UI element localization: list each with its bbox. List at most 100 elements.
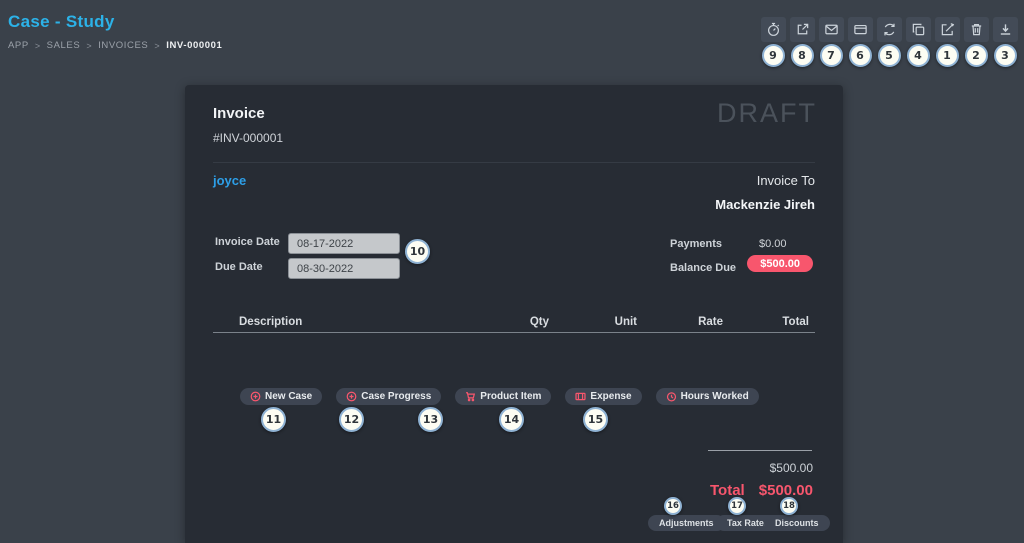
discounts-button[interactable]: Discounts xyxy=(764,515,830,531)
toolbar-button-wrap: 9 xyxy=(760,17,786,67)
expense-label: Expense xyxy=(590,391,632,402)
annotation-circle: 18 xyxy=(780,497,798,515)
toolbar-button-wrap: 5 xyxy=(876,17,902,67)
toolbar-button-wrap: 6 xyxy=(847,17,873,67)
balance-due-badge: $500.00 xyxy=(747,255,813,272)
annotation-circle: 1 xyxy=(935,44,959,67)
annotation-circle: 7 xyxy=(819,44,843,67)
breadcrumb-item-current: INV-000001 xyxy=(166,40,223,51)
invoice-number: #INV-000001 xyxy=(213,131,284,145)
case-progress-button[interactable]: Case Progress xyxy=(336,388,442,405)
expense-icon xyxy=(575,392,587,401)
copy-icon xyxy=(912,23,924,36)
refresh-button[interactable] xyxy=(876,17,902,42)
annotation-circle: 6 xyxy=(848,44,872,67)
status-badge: DRAFT xyxy=(717,98,817,128)
new-case-button[interactable]: New Case xyxy=(240,388,323,405)
annotation-circle: 2 xyxy=(964,44,988,67)
copy-button[interactable] xyxy=(905,17,931,42)
new-case-label: New Case xyxy=(265,391,313,402)
annotation-circle: 3 xyxy=(993,44,1017,67)
annotation-circle: 14 xyxy=(499,407,524,432)
totals-divider xyxy=(708,450,812,451)
annotation-circle: 4 xyxy=(906,44,930,67)
payment-button[interactable] xyxy=(847,17,873,42)
stopwatch-icon xyxy=(767,22,779,36)
share-button[interactable] xyxy=(789,17,815,42)
payments-value: $0.00 xyxy=(759,238,787,250)
annotation-circle: 9 xyxy=(761,44,785,67)
cart-icon xyxy=(466,392,476,402)
annotation-circle: 16 xyxy=(664,497,682,515)
download-button[interactable] xyxy=(992,17,1018,42)
case-progress-label: Case Progress xyxy=(361,391,432,402)
invoice-to-name: Mackenzie Jireh xyxy=(715,197,815,212)
subtotal-value: $500.00 xyxy=(769,461,813,475)
breadcrumb-separator: > xyxy=(34,40,41,51)
breadcrumb-separator: > xyxy=(86,40,93,51)
product-item-button[interactable]: Product Item xyxy=(455,388,552,405)
annotation-circle: 12 xyxy=(339,407,364,432)
annotation-circle: 17 xyxy=(728,497,746,515)
page-title: Case - Study xyxy=(8,12,115,31)
toolbar-button-wrap: 8 xyxy=(789,17,815,67)
invoice-card: Invoice #INV-000001 DRAFT joyce Invoice … xyxy=(185,85,843,543)
customer-link[interactable]: joyce xyxy=(213,173,247,188)
annotation-circle: 10 xyxy=(405,239,430,264)
share-icon xyxy=(797,23,808,35)
mail-icon xyxy=(824,24,838,35)
refresh-icon xyxy=(883,23,895,36)
balance-due-label: Balance Due xyxy=(670,262,737,274)
credit-card-icon xyxy=(853,24,867,35)
invoice-to-label: Invoice To xyxy=(756,173,815,188)
annotation-circle: 13 xyxy=(418,407,443,432)
clock-icon xyxy=(666,392,676,402)
toolbar-button-wrap: 2 xyxy=(963,17,989,67)
column-header-total: Total xyxy=(782,316,809,328)
breadcrumb: APP > SALES > INVOICES > INV-000001 xyxy=(8,40,222,51)
edit-button[interactable] xyxy=(934,17,960,42)
breadcrumb-item-sales[interactable]: SALES xyxy=(46,40,81,51)
product-item-label: Product Item xyxy=(480,391,542,402)
breadcrumb-item-invoices[interactable]: INVOICES xyxy=(98,40,149,51)
breadcrumb-separator: > xyxy=(154,40,161,51)
stopwatch-button[interactable] xyxy=(760,17,786,42)
edit-icon xyxy=(941,23,954,36)
mail-button[interactable] xyxy=(818,17,844,42)
download-icon xyxy=(1000,24,1010,35)
adjustments-button[interactable]: Adjustments xyxy=(648,515,725,531)
line-items-header: Description Qty Unit Rate Total xyxy=(213,316,815,328)
total-label: Total xyxy=(710,482,745,499)
total-value: $500.00 xyxy=(758,482,813,499)
payments-label: Payments xyxy=(670,238,722,250)
invoice-date-label: Invoice Date xyxy=(215,236,280,248)
hours-worked-button[interactable]: Hours Worked xyxy=(655,388,759,405)
invoice-toolbar: 9 8 7 6 5 xyxy=(760,17,1018,67)
hours-worked-label: Hours Worked xyxy=(680,391,749,402)
tax-rates-button[interactable]: Tax Rates xyxy=(716,515,780,531)
column-header-unit: Unit xyxy=(614,316,637,328)
column-header-description: Description xyxy=(239,316,303,328)
table-header-divider xyxy=(213,332,815,333)
invoice-heading: Invoice xyxy=(213,105,265,122)
delete-button[interactable] xyxy=(963,17,989,42)
toolbar-button-wrap: 3 xyxy=(992,17,1018,67)
due-date-field[interactable] xyxy=(288,258,400,279)
column-header-rate: Rate xyxy=(698,316,723,328)
annotation-circle: 8 xyxy=(790,44,814,67)
column-header-qty: Qty xyxy=(529,316,549,328)
trash-icon xyxy=(971,24,981,36)
plus-circle-icon xyxy=(250,391,261,402)
breadcrumb-item-app[interactable]: APP xyxy=(8,40,29,51)
toolbar-button-wrap: 1 xyxy=(934,17,960,67)
invoice-date-field[interactable] xyxy=(288,233,400,254)
annotation-circle: 5 xyxy=(877,44,901,67)
plus-circle-icon xyxy=(346,391,357,402)
toolbar-button-wrap: 4 xyxy=(905,17,931,67)
header-divider xyxy=(213,162,815,163)
expense-button[interactable]: Expense xyxy=(565,388,642,405)
due-date-label: Due Date xyxy=(215,261,263,273)
toolbar-button-wrap: 7 xyxy=(818,17,844,67)
annotation-circle: 11 xyxy=(261,407,286,432)
